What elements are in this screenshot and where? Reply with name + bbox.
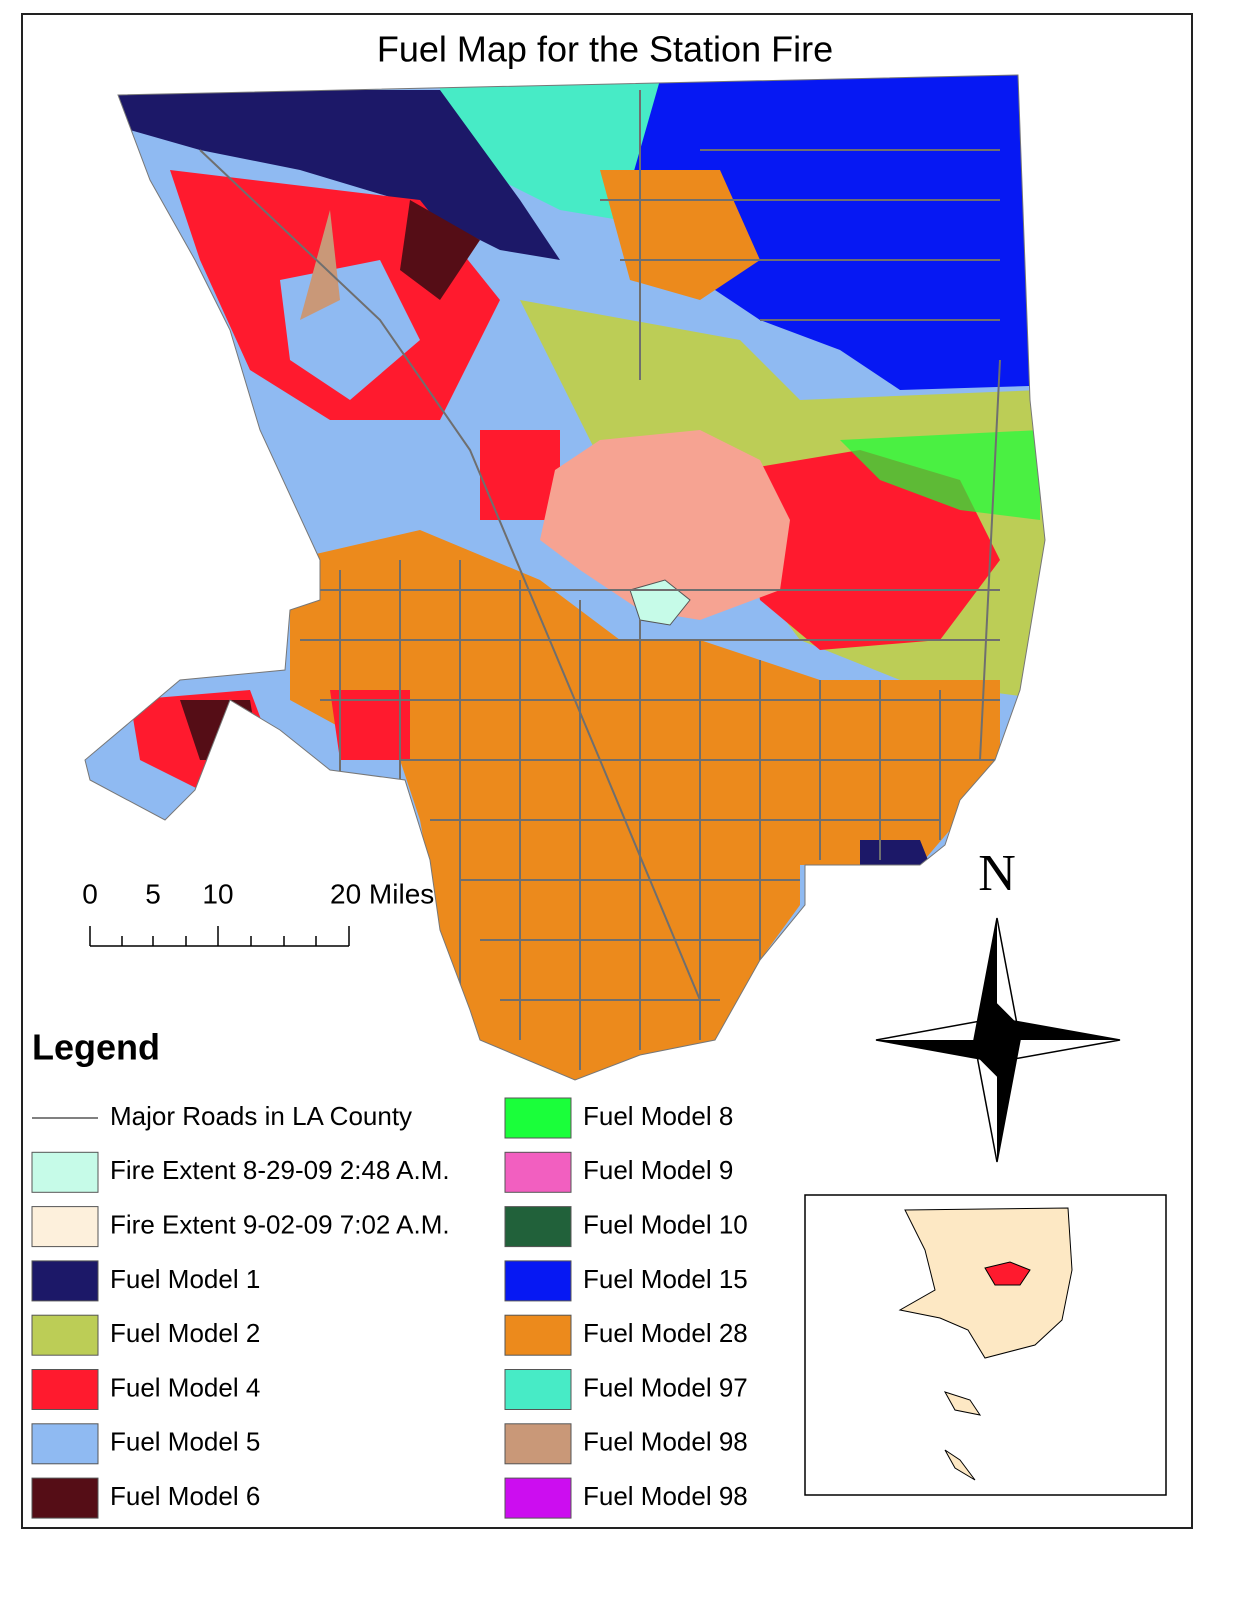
- legend-label: Fuel Model 98: [583, 1427, 748, 1457]
- legend-label: Fire Extent 8-29-09 2:48 A.M.: [110, 1155, 450, 1185]
- legend-label: Fuel Model 10: [583, 1209, 748, 1239]
- legend-label: Fuel Model 5: [110, 1427, 260, 1457]
- scale-label: 5: [145, 878, 161, 909]
- legend-swatch: [31, 1423, 99, 1465]
- north-arrow: N: [875, 845, 1121, 1163]
- legend-swatch: [31, 1151, 99, 1193]
- legend-title: Legend: [32, 1027, 160, 1068]
- legend-swatch: [504, 1097, 572, 1139]
- north-label: N: [978, 845, 1016, 902]
- legend-label: Fuel Model 2: [110, 1318, 260, 1348]
- legend-swatch: [504, 1369, 572, 1410]
- legend-swatch: [31, 1314, 99, 1356]
- legend-swatch: [504, 1423, 572, 1465]
- scale-bar: 0 5 10 20 Miles: [82, 878, 434, 947]
- legend-swatch: [31, 1369, 99, 1410]
- legend-swatch: [504, 1260, 572, 1302]
- county-outline: [84, 74, 1046, 1081]
- legend-swatch: [504, 1314, 572, 1356]
- legend-label: Fuel Model 9: [583, 1155, 733, 1185]
- legend-label: Fuel Model 8: [583, 1101, 733, 1131]
- legend-swatch: [31, 1206, 99, 1248]
- inset-map: [804, 1194, 1167, 1496]
- legend-label: Fuel Model 6: [110, 1481, 260, 1511]
- legend-swatch: [504, 1151, 572, 1193]
- legend-label: Fuel Model 98: [583, 1481, 748, 1511]
- scale-label: 0: [82, 878, 98, 909]
- legend-label: Major Roads in LA County: [110, 1101, 412, 1131]
- legend-swatch: [31, 1477, 99, 1519]
- frame: [21, 13, 1193, 1529]
- legend-label: Fuel Model 1: [110, 1264, 260, 1294]
- legend-swatch: [31, 1260, 99, 1302]
- scale-label: 10: [202, 878, 233, 909]
- map-title: Fuel Map for the Station Fire: [377, 29, 833, 70]
- legend: Major Roads in LA County Fire Extent 8-29…: [31, 1097, 748, 1519]
- legend-label: Fire Extent 9-02-09 7:02 A.M.: [110, 1209, 450, 1239]
- legend-label: Fuel Model 97: [583, 1372, 748, 1402]
- scale-label: 20 Miles: [330, 878, 434, 909]
- legend-label: Fuel Model 15: [583, 1264, 748, 1294]
- legend-label: Fuel Model 28: [583, 1318, 748, 1348]
- legend-label: Fuel Model 4: [110, 1372, 260, 1402]
- legend-swatch: [504, 1206, 572, 1248]
- legend-swatch: [504, 1477, 572, 1519]
- fuel-map: [85, 75, 1045, 1080]
